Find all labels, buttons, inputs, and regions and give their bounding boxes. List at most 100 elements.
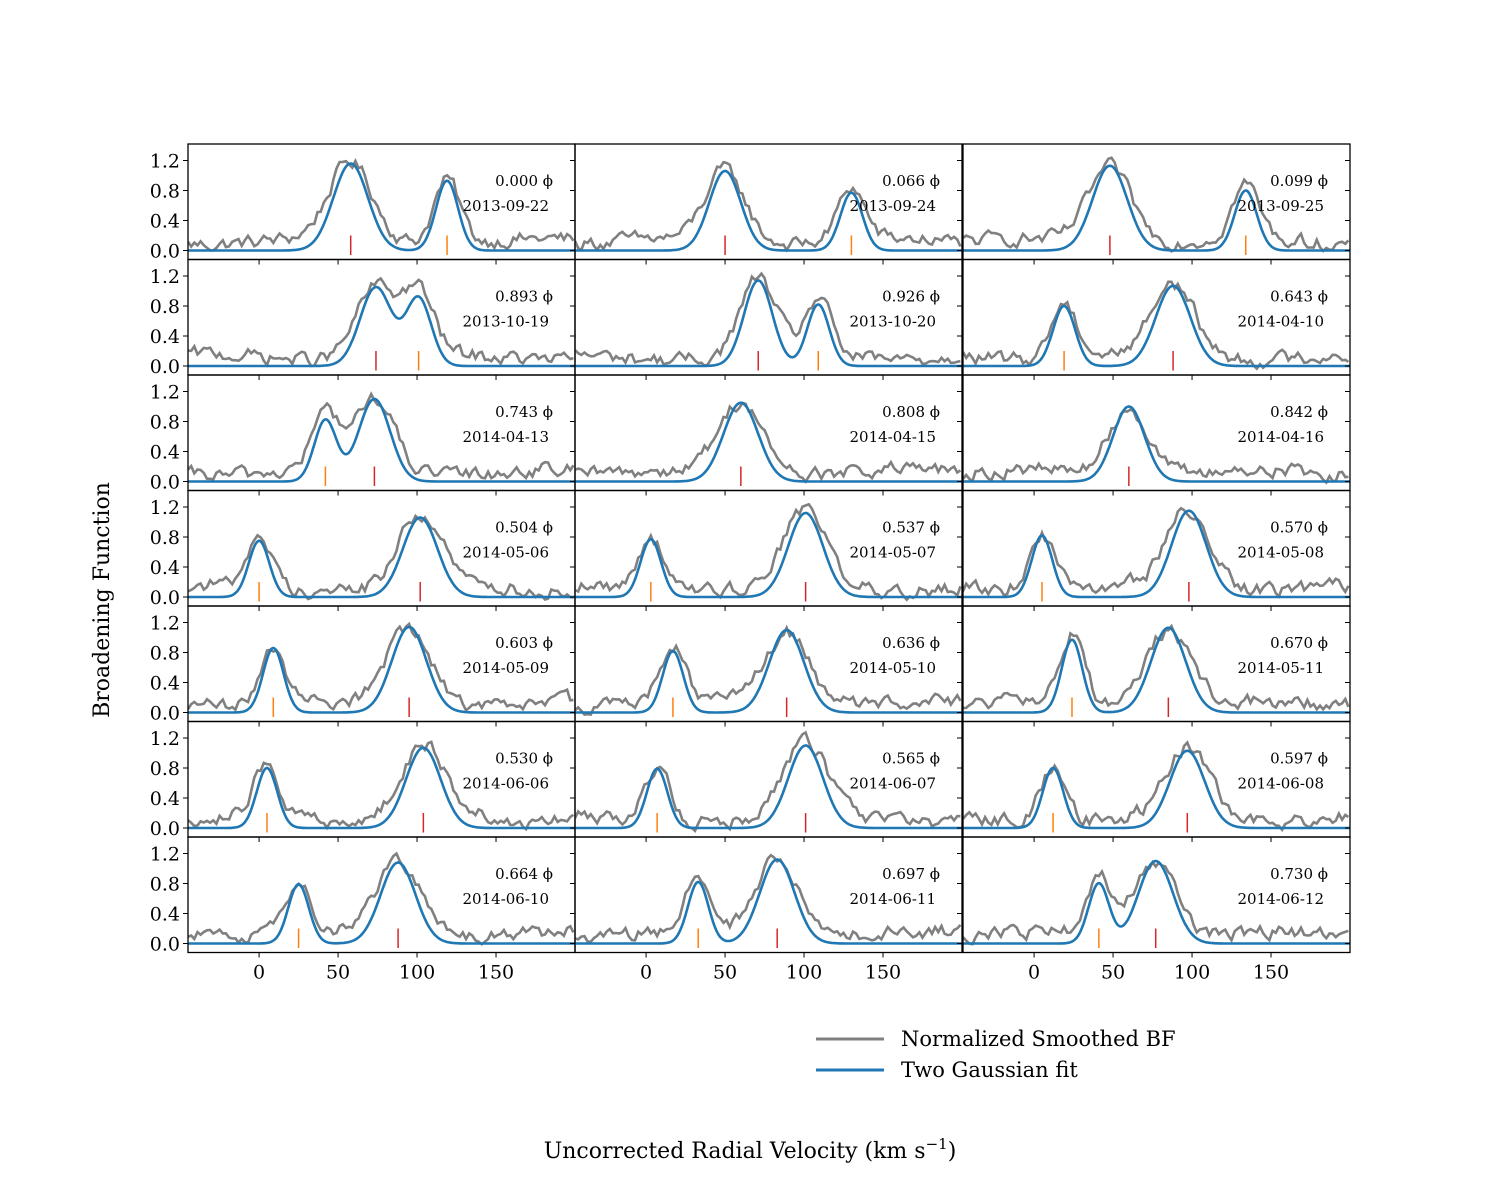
phase-annotation: 0.664 ϕ: [495, 865, 553, 883]
bf-series-line: [188, 513, 574, 601]
panel-15: 0.670 ϕ 2014-05-11: [958, 605, 1351, 727]
panel-2: 0.066 ϕ 2013-09-24: [570, 143, 963, 265]
panel-plot-area: [575, 730, 962, 833]
bf-series-line: [188, 851, 575, 946]
x-tick-label: 150: [1253, 962, 1289, 984]
phase-annotation: 0.565 ϕ: [882, 750, 940, 768]
x-tick-label: 100: [399, 962, 435, 984]
fit-series-line: [575, 511, 962, 599]
panel-plot-area: [188, 513, 575, 602]
y-tick-label: 1.2: [150, 728, 180, 750]
y-tick-label: 1.2: [150, 613, 180, 635]
bf-series-line: [963, 280, 1350, 371]
panel-14: 0.636 ϕ 2014-05-10: [570, 605, 963, 727]
fit-series-line: [963, 509, 1350, 599]
panel-21: 0 50 100 150 0.730 ϕ 2014-06-12: [958, 836, 1351, 984]
y-tick-label: 0.0: [150, 703, 180, 725]
phase-annotation: 0.603 ϕ: [495, 634, 553, 652]
panel-5: 0.926 ϕ 2013-10-20: [570, 258, 963, 380]
bf-series-line: [575, 624, 962, 717]
y-tick-label: 1.2: [150, 151, 180, 173]
fit-series-line: [575, 169, 962, 252]
date-annotation: 2014-06-11: [850, 890, 936, 908]
date-annotation: 2013-09-25: [1238, 197, 1324, 215]
bf-series-line: [963, 506, 1350, 599]
bf-series-line: [575, 401, 962, 484]
bf-series-line: [963, 623, 1350, 712]
y-tick-label: 0.0: [150, 472, 180, 494]
bf-series-line: [575, 160, 962, 253]
panel-12: 0.570 ϕ 2014-05-08: [958, 489, 1351, 611]
phase-annotation: 0.697 ϕ: [882, 865, 940, 883]
y-tick-label: 1.2: [150, 382, 180, 404]
x-tick-label: 100: [1174, 962, 1210, 984]
phase-annotation: 0.893 ϕ: [495, 288, 553, 306]
bf-series-line: [575, 730, 961, 833]
panel-13: 0.0 0.4 0.8 1.2 0.603 ϕ 2014-05-09: [150, 605, 576, 727]
date-annotation: 2014-05-08: [1238, 544, 1324, 562]
date-annotation: 2014-06-07: [850, 775, 936, 793]
legend: Normalized Smoothed BF Two Gaussian fit: [816, 1027, 1176, 1082]
phase-annotation: 0.000 ϕ: [495, 172, 553, 190]
x-tick-label: 0: [640, 962, 652, 984]
fit-series-line: [575, 744, 962, 830]
y-tick-label: 0.4: [150, 557, 180, 579]
date-annotation: 2014-04-16: [1238, 428, 1324, 446]
phase-annotation: 0.570 ϕ: [1270, 519, 1328, 537]
x-tick-label: 100: [786, 962, 822, 984]
panel-20: 0 50 100 150 0.697 ϕ 2014-06-11: [570, 836, 963, 984]
bf-series-line: [963, 407, 1349, 485]
y-tick-label: 1.2: [150, 844, 180, 866]
y-tick-label: 0.0: [150, 818, 180, 840]
date-annotation: 2014-04-13: [463, 428, 549, 446]
panel-frame: [574, 836, 963, 954]
date-annotation: 2014-05-07: [850, 544, 936, 562]
panel-8: 0.808 ϕ 2014-04-15: [570, 374, 963, 496]
legend-label-fit: Two Gaussian fit: [901, 1058, 1078, 1082]
date-annotation: 2013-09-22: [463, 197, 549, 215]
legend-label-bf: Normalized Smoothed BF: [901, 1027, 1176, 1051]
y-tick-label: 0.8: [150, 758, 180, 780]
fit-series-line: [963, 859, 1350, 945]
panel-plot-area: [188, 851, 575, 948]
date-annotation: 2014-05-09: [463, 659, 549, 677]
y-tick-label: 0.4: [150, 211, 180, 233]
panel-plot-area: [963, 280, 1350, 371]
fit-series-line: [963, 405, 1350, 483]
panel-frame: [962, 836, 1351, 954]
panel-plot-area: [963, 623, 1350, 717]
x-tick-label: 50: [1101, 962, 1125, 984]
panel-plot-area: [963, 740, 1350, 833]
bf-series-line: [188, 157, 575, 252]
phase-annotation: 0.099 ϕ: [1270, 172, 1328, 190]
panel-16: 0.0 0.4 0.8 1.2 0.530 ϕ 2014-06-06: [150, 720, 576, 842]
fit-series-line: [575, 858, 962, 945]
fit-series-line: [963, 164, 1350, 252]
panel-plot-area: [575, 271, 962, 371]
panel-plot-area: [188, 391, 575, 486]
y-tick-label: 0.8: [150, 527, 180, 549]
date-annotation: 2014-04-15: [850, 428, 936, 446]
y-tick-label: 0.0: [150, 587, 180, 609]
panel-19: 0.0 0.4 0.8 1.2 0 50 100 150 0.664 ϕ 2014-06-10: [150, 836, 576, 984]
bf-series-line: [575, 853, 962, 944]
phase-annotation: 0.926 ϕ: [882, 288, 940, 306]
y-tick-label: 0.8: [150, 296, 180, 318]
fit-series-line: [188, 162, 575, 252]
x-axis-label-end: ): [948, 1139, 957, 1164]
fit-series-line: [188, 746, 575, 830]
panel-plot-area: [575, 853, 962, 948]
panel-4: 0.0 0.4 0.8 1.2 0.893 ϕ 2013-10-19: [150, 258, 576, 380]
date-annotation: 2014-05-11: [1238, 659, 1324, 677]
y-tick-label: 0.0: [150, 241, 180, 263]
y-tick-label: 0.8: [150, 643, 180, 665]
y-tick-label: 0.4: [150, 442, 180, 464]
phase-annotation: 0.636 ϕ: [882, 634, 940, 652]
panel-10: 0.0 0.4 0.8 1.2 0.504 ϕ 2014-05-06: [150, 489, 576, 611]
panel-18: 0.597 ϕ 2014-06-08: [958, 720, 1351, 842]
panel-plot-area: [188, 276, 575, 371]
fit-series-line: [963, 284, 1350, 368]
panel-plot-area: [575, 502, 962, 602]
fit-series-line: [575, 628, 962, 714]
